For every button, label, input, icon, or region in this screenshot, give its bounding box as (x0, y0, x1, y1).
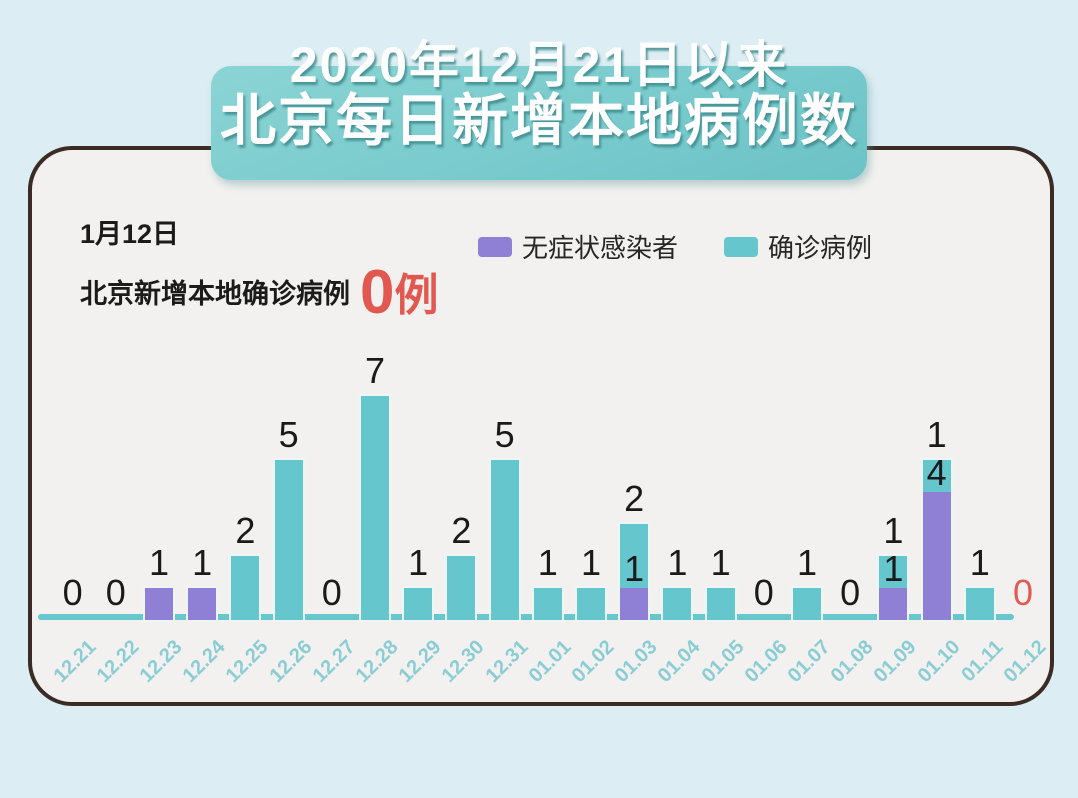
header-stat-line: 北京新增本地确诊病例 0 例 (80, 258, 438, 324)
bar-group (231, 556, 260, 620)
asymptomatic-swatch-icon (478, 236, 512, 257)
bar-group (447, 556, 476, 620)
bar-group (577, 588, 605, 620)
bar-segment-confirmed (490, 460, 519, 620)
bar-value-label: 5 (494, 414, 515, 455)
bar-segment-confirmed (404, 588, 433, 620)
bar-value-label: 0 (105, 572, 126, 613)
bar-segment-asymptomatic (188, 588, 217, 620)
bar-segment-confirmed (620, 524, 649, 588)
chart-card-content: 1月12日 北京新增本地确诊病例 0 例 无症状感染者 确诊病例 (32, 150, 1051, 702)
bar-segment-confirmed (447, 556, 476, 620)
bar-segment-confirmed (879, 556, 908, 588)
bar-segment-asymptomatic (922, 492, 951, 620)
bar-value-label: 2 (624, 478, 645, 519)
chart-card: 1月12日 北京新增本地确诊病例 0 例 无症状感染者 确诊病例 (28, 146, 1054, 706)
bar-chart: 0 12.21 0 12.22 1 12.23 1 12.24 2 12.25 5 12.26 0 12.… (32, 150, 1051, 702)
header-date: 1月12日 (80, 219, 180, 249)
bar-value-label: 1 (926, 414, 947, 455)
bar-segment-confirmed (274, 460, 303, 620)
bar-value-label: 4 (926, 452, 947, 493)
bar-value-label: 2 (235, 510, 256, 551)
bar-segment-confirmed (965, 588, 994, 620)
bar-segment-asymptomatic (879, 588, 908, 620)
bar-group (620, 524, 649, 620)
header-count-value: 0 (360, 258, 395, 327)
bar-segment-confirmed (706, 588, 735, 620)
bar-value-label: 0 (321, 572, 342, 613)
bar-value-label: 1 (192, 542, 213, 583)
bar-segment-confirmed (231, 556, 260, 620)
bar-segment-confirmed (533, 588, 562, 620)
bar-group (706, 588, 735, 620)
bar-value-label: 1 (580, 542, 602, 583)
header-stat-label: 北京新增本地确诊病例 (80, 279, 350, 309)
bar-value-label: 1 (667, 542, 688, 583)
bar-value-label: 1 (710, 542, 731, 583)
bar-value-label: 1 (148, 542, 170, 583)
legend-item-asymptomatic: 无症状感染者 (478, 228, 678, 265)
title-line2: 北京每日新增本地病例数 (220, 89, 858, 152)
bar-group (145, 588, 173, 620)
bar-group (361, 396, 389, 620)
bar-value-label: 1 (796, 542, 818, 583)
bar-group (663, 588, 692, 620)
x-axis-line (38, 614, 1014, 620)
bar-value-label: 1 (883, 510, 904, 551)
bar-group (879, 556, 908, 620)
bar-group (793, 588, 821, 620)
header-count-unit: 例 (394, 271, 439, 320)
legend-item-confirmed: 确诊病例 (724, 228, 872, 265)
bar-group (274, 460, 303, 620)
title-line1: 2020年12月21日以来 (289, 37, 789, 93)
bar-value-label: 0 (62, 572, 83, 613)
bar-group (965, 588, 994, 620)
bar-segment-confirmed (577, 588, 605, 620)
bar-segment-confirmed (922, 460, 951, 492)
title-text: 2020年12月21日以来 北京每日新增本地病例数 (211, 38, 867, 150)
bar-value-label: 7 (364, 350, 386, 391)
bar-value-label: 1 (969, 542, 990, 583)
bar-value-label: 1 (883, 548, 904, 589)
legend-label-asymptomatic: 无症状感染者 (522, 233, 679, 263)
bar-group (490, 460, 519, 620)
bar-group (188, 588, 217, 620)
bar-segment-asymptomatic (620, 588, 649, 620)
bar-segment-confirmed (793, 588, 821, 620)
chart-legend: 无症状感染者 确诊病例 (478, 228, 872, 265)
bar-segment-asymptomatic (145, 588, 173, 620)
header-stat-count: 0 例 (360, 258, 439, 327)
bar-value-label: 5 (278, 414, 299, 455)
legend-label-confirmed: 确诊病例 (768, 233, 873, 263)
title-banner: 2020年12月21日以来 北京每日新增本地病例数 (211, 38, 867, 180)
bar-value-label: 0 (753, 572, 774, 613)
header-stat-block: 1月12日 北京新增本地确诊病例 0 例 (80, 214, 438, 324)
bar-group (533, 588, 562, 620)
bar-group (404, 588, 433, 620)
bar-value-label: 1 (537, 542, 558, 583)
confirmed-swatch-icon (724, 236, 759, 257)
bar-value-label: 1 (408, 542, 429, 583)
bar-segment-confirmed (361, 396, 389, 620)
bar-value-label: 2 (451, 510, 472, 551)
bar-group (922, 460, 951, 620)
bar-value-label: 0 (1012, 572, 1034, 613)
bar-value-label: 1 (624, 548, 645, 589)
bar-segment-confirmed (663, 588, 692, 620)
bar-value-label: 0 (840, 572, 861, 613)
